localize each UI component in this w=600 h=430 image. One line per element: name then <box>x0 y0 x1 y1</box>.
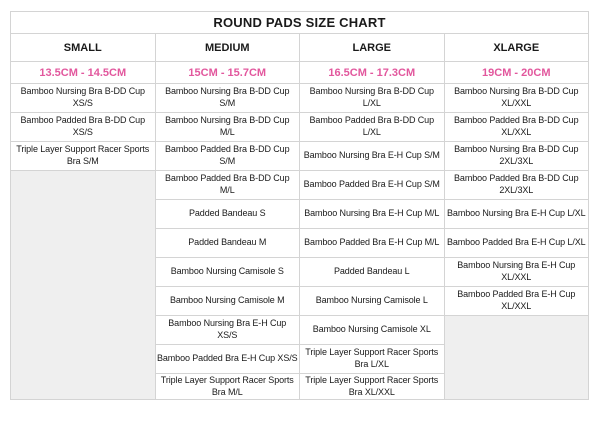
chart-title: ROUND PADS SIZE CHART <box>10 11 589 34</box>
column-header-xlarge: XLARGE <box>443 33 589 62</box>
cell-medium: Bamboo Padded Bra B-DD Cup M/L <box>154 170 300 200</box>
cell-xlarge: Bamboo Nursing Bra B-DD Cup 2XL/3XL <box>443 141 589 171</box>
cell-small: Bamboo Padded Bra B-DD Cup XS/S <box>10 112 156 142</box>
size-range-xlarge: 19CM - 20CM <box>443 61 589 84</box>
cell-large: Bamboo Nursing Camisole L <box>299 286 445 316</box>
cell-large: Bamboo Nursing Bra B-DD Cup L/XL <box>299 83 445 113</box>
size-range-medium: 15CM - 15.7CM <box>154 61 300 84</box>
cell-medium: Padded Bandeau M <box>154 228 300 258</box>
cell-large: Triple Layer Support Racer Sports Bra XL… <box>299 372 445 401</box>
cell-medium: Bamboo Nursing Bra B-DD Cup S/M <box>154 83 300 113</box>
size-range-large: 16.5CM - 17.3CM <box>299 61 445 84</box>
cell-large: Bamboo Nursing Bra E-H Cup S/M <box>299 141 445 171</box>
cell-medium: Bamboo Nursing Bra B-DD Cup M/L <box>154 112 300 142</box>
cell-large: Bamboo Padded Bra E-H Cup M/L <box>299 228 445 258</box>
cell-medium: Bamboo Nursing Camisole M <box>154 286 300 316</box>
cell-medium: Padded Bandeau S <box>154 199 300 229</box>
cell-xlarge: Bamboo Nursing Bra B-DD Cup XL/XXL <box>443 83 589 113</box>
size-range-small: 13.5CM - 14.5CM <box>10 61 156 84</box>
cell-xlarge: Bamboo Padded Bra E-H Cup L/XL <box>443 228 589 258</box>
cell-xlarge: Bamboo Padded Bra B-DD Cup XL/XXL <box>443 112 589 142</box>
empty-cell-xlarge <box>443 314 589 401</box>
cell-large: Padded Bandeau L <box>299 257 445 287</box>
cell-xlarge: Bamboo Nursing Bra E-H Cup L/XL <box>443 199 589 229</box>
cell-small: Triple Layer Support Racer Sports Bra S/… <box>10 141 156 171</box>
cell-large: Bamboo Padded Bra B-DD Cup L/XL <box>299 112 445 142</box>
cell-medium: Triple Layer Support Racer Sports Bra M/… <box>154 372 300 401</box>
cell-medium: Bamboo Padded Bra B-DD Cup S/M <box>154 141 300 171</box>
column-header-large: LARGE <box>299 33 445 62</box>
cell-xlarge: Bamboo Padded Bra E-H Cup XL/XXL <box>443 286 589 316</box>
cell-medium: Bamboo Nursing Bra E-H Cup XS/S <box>154 315 300 345</box>
size-chart-table: ROUND PADS SIZE CHART SMALL MEDIUM LARGE… <box>10 11 589 401</box>
cell-medium: Bamboo Nursing Camisole S <box>154 257 300 287</box>
cell-medium: Bamboo Padded Bra E-H Cup XS/S <box>154 344 300 374</box>
cell-large: Bamboo Nursing Bra E-H Cup M/L <box>299 199 445 229</box>
cell-xlarge: Bamboo Padded Bra B-DD Cup 2XL/3XL <box>443 170 589 200</box>
cell-small: Bamboo Nursing Bra B-DD Cup XS/S <box>10 83 156 113</box>
cell-xlarge: Bamboo Nursing Bra E-H Cup XL/XXL <box>443 257 589 287</box>
empty-cell-small <box>10 169 156 401</box>
column-header-small: SMALL <box>10 33 156 62</box>
column-header-medium: MEDIUM <box>154 33 300 62</box>
cell-large: Bamboo Nursing Camisole XL <box>299 315 445 345</box>
cell-large: Bamboo Padded Bra E-H Cup S/M <box>299 170 445 200</box>
cell-large: Triple Layer Support Racer Sports Bra L/… <box>299 344 445 374</box>
